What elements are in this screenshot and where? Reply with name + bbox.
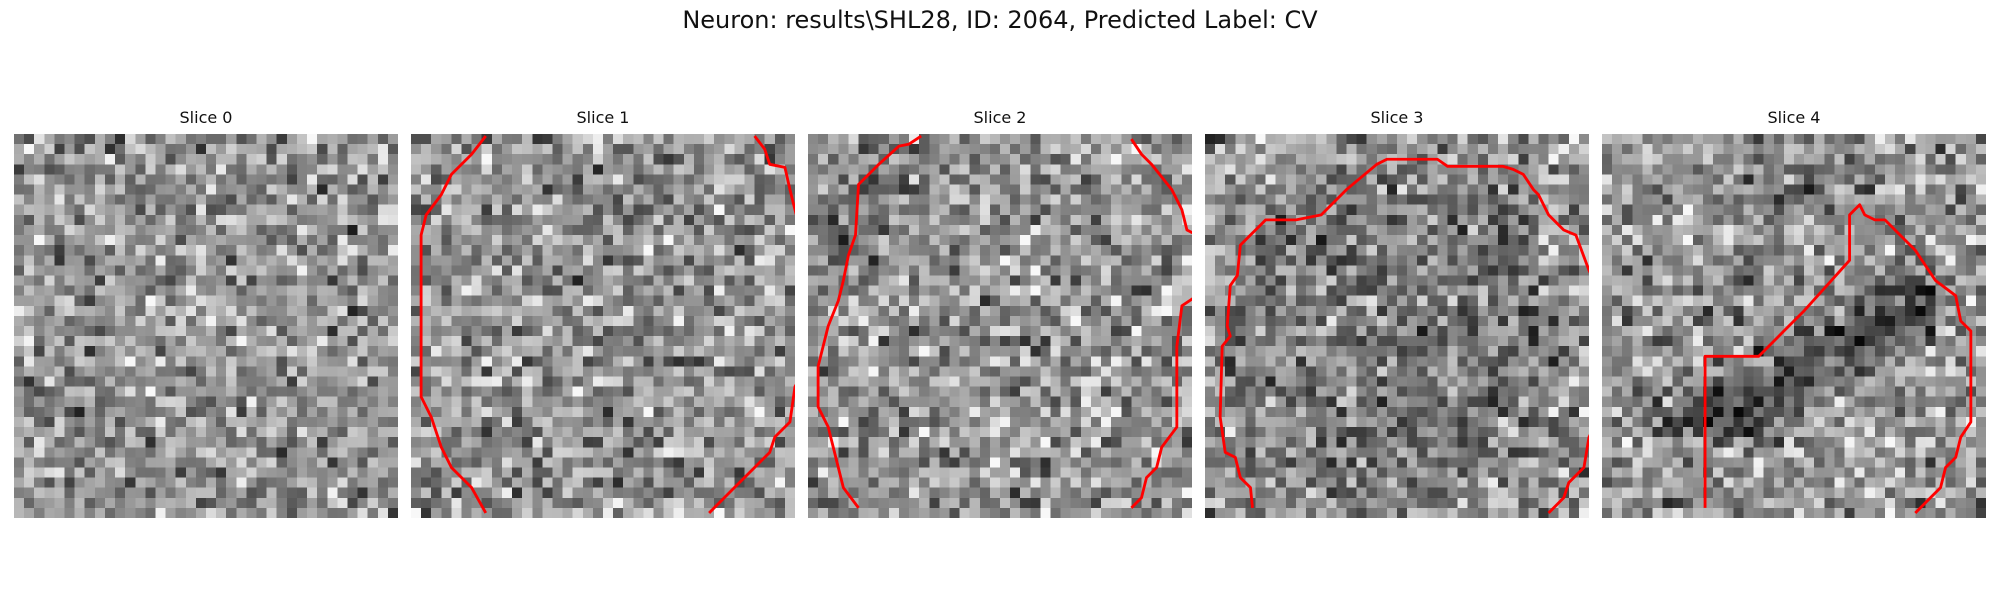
slice-image-0 xyxy=(14,134,398,518)
contour-segment-1 xyxy=(1547,433,1589,514)
contour-segment-2 xyxy=(708,383,795,514)
slice-panel-4: Slice 4 xyxy=(1602,108,1986,520)
contour-segment-1 xyxy=(1130,138,1192,235)
contour-segment-0 xyxy=(1703,203,1973,514)
slice-image-2 xyxy=(808,134,1192,518)
slice-image-4 xyxy=(1602,134,1986,518)
contour-segment-0 xyxy=(816,134,922,509)
slice-image-1 xyxy=(411,134,795,518)
figure-title: Neuron: results\SHL28, ID: 2064, Predict… xyxy=(682,6,1318,34)
contour-segment-1 xyxy=(753,135,795,216)
slice-panel-2: Slice 2 xyxy=(808,108,1192,520)
slice-title: Slice 1 xyxy=(576,108,630,127)
contour-segment-0 xyxy=(419,135,488,514)
slice-image-3 xyxy=(1205,134,1589,518)
slice-title: Slice 3 xyxy=(1370,108,1424,127)
slice-panel-3: Slice 3 xyxy=(1205,108,1589,520)
slice-panel-1: Slice 1 xyxy=(411,108,795,520)
slice-title: Slice 0 xyxy=(179,108,233,127)
slice-title: Slice 2 xyxy=(973,108,1027,127)
contour-segment-0 xyxy=(1218,157,1589,509)
slice-panel-0: Slice 0 xyxy=(14,108,398,520)
contour-segment-2 xyxy=(1130,297,1192,509)
slice-title: Slice 4 xyxy=(1767,108,1821,127)
